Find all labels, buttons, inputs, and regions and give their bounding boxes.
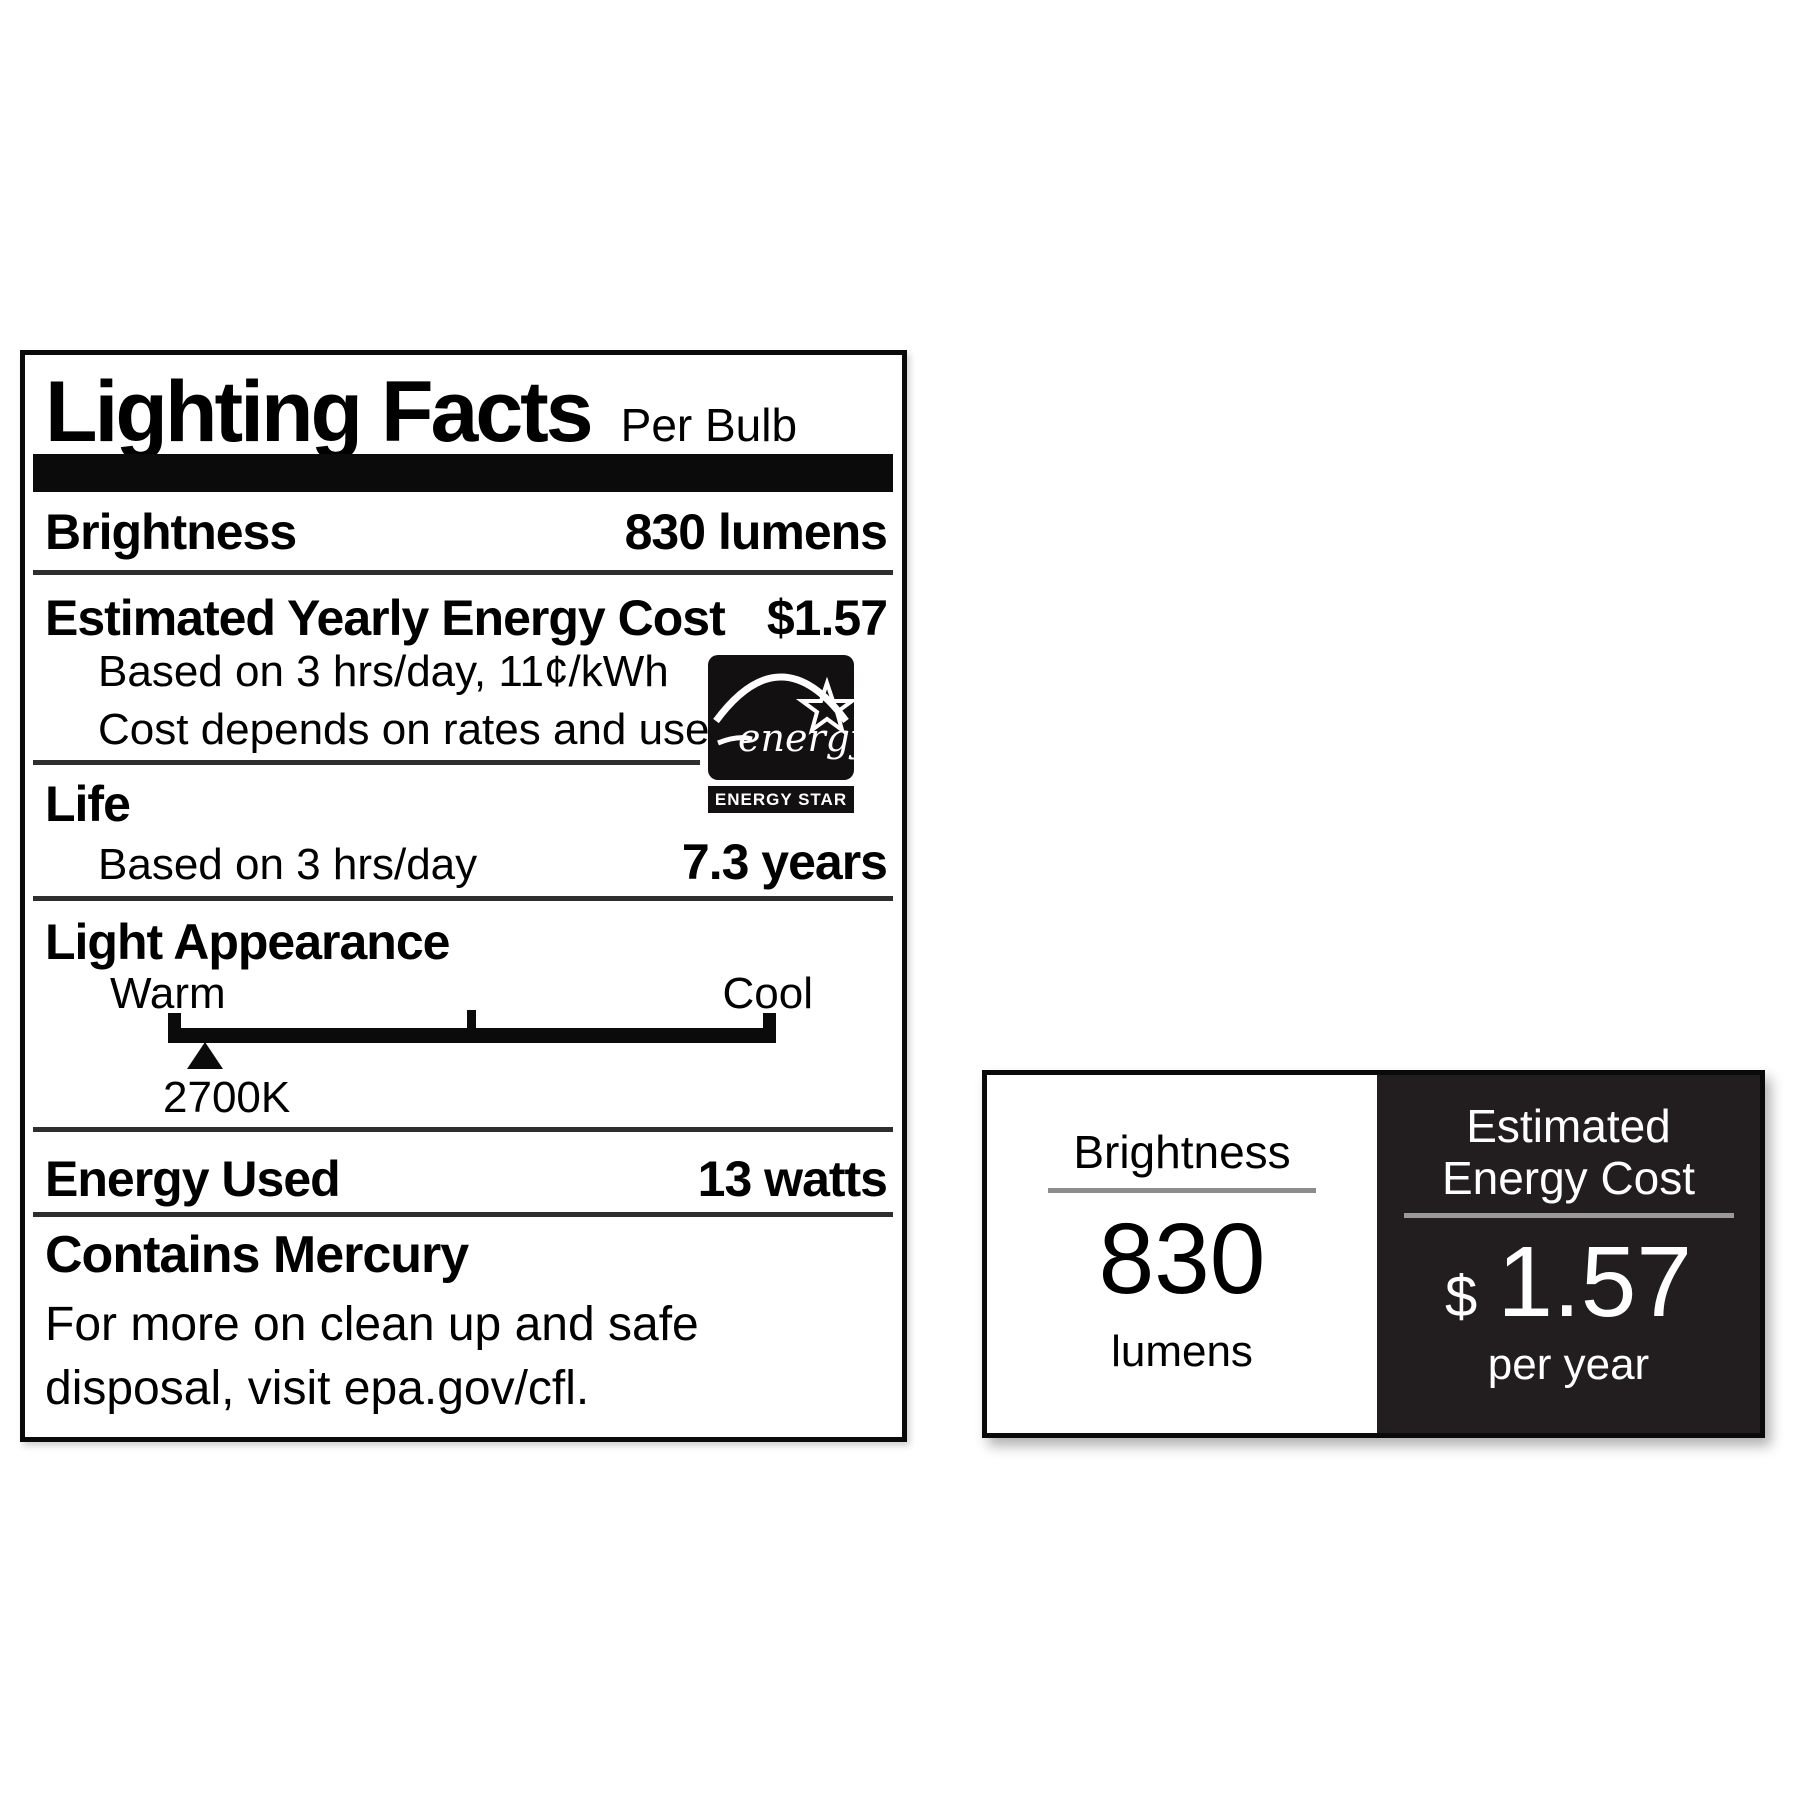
warm-label: Warm [110, 969, 226, 1018]
brightness-value: 830 lumens [624, 504, 888, 560]
life-row: Based on 3 hrs/day 7.3 years [98, 833, 888, 891]
divider [33, 1212, 893, 1217]
life-note: Based on 3 hrs/day [98, 840, 478, 889]
energy-star-arc [713, 673, 849, 724]
scale-bar [168, 1028, 776, 1043]
energy-used-value: 13 watts [697, 1151, 888, 1207]
divider [33, 896, 893, 901]
brightness-row: Brightness 830 lumens [45, 503, 888, 561]
badge-cost-value: 1.57 [1497, 1226, 1692, 1339]
energy-cost-depends-note: Cost depends on rates and use [98, 705, 710, 754]
badge-brightness-value: 830 [1098, 1202, 1266, 1315]
mercury-label: Contains Mercury [45, 1226, 469, 1284]
label-title-row: Lighting Facts Per Bulb [45, 363, 797, 462]
star-icon [795, 676, 854, 736]
lighting-facts-content: Lighting Facts Per Bulb Brightness 830 l… [25, 355, 902, 1437]
badge-brightness-panel: Brightness 830 lumens [987, 1075, 1377, 1433]
badge-cost-panel: Estimated Energy Cost $ 1.57 per year [1377, 1075, 1760, 1433]
badge-cost-unit: per year [1487, 1340, 1650, 1390]
energy-cost-row: Estimated Yearly Energy Cost $1.57 [45, 589, 888, 647]
energy-star-logo: energy ENERGY STAR [708, 655, 854, 813]
brightness-cost-badge: Brightness 830 lumens Estimated Energy C… [982, 1070, 1765, 1438]
color-temperature-value: 2700K [163, 1073, 291, 1122]
mercury-line1: For more on clean up and safe [45, 1298, 699, 1351]
cool-label: Cool [722, 969, 814, 1018]
energy-star-caption: ENERGY STAR [708, 786, 854, 813]
badge-cost-underline [1403, 1213, 1734, 1219]
energy-star-script: energy [738, 716, 854, 760]
badge-brightness-unit: lumens [1111, 1326, 1253, 1376]
badge-currency-sign: $ [1445, 1264, 1478, 1330]
energy-star-mark: energy [708, 655, 854, 780]
label-title: Lighting Facts [45, 364, 594, 460]
life-value: 7.3 years [681, 834, 888, 890]
scale-mid-tick [467, 1010, 476, 1030]
energy-star-graphic: energy [713, 673, 854, 760]
mercury-line2: disposal, visit epa.gov/cfl. [45, 1362, 590, 1415]
warm-cool-row: Warm Cool [110, 969, 813, 1019]
badge-cost-label-line1: Estimated [1466, 1100, 1671, 1152]
energy-star-flourish [717, 735, 753, 746]
energy-cost-value: $1.57 [766, 590, 888, 646]
lighting-facts-label: Lighting Facts Per Bulb Brightness 830 l… [20, 350, 907, 1442]
energy-cost-rate-note: Based on 3 hrs/day, 11¢/kWh [98, 647, 669, 696]
life-label: Life [45, 776, 131, 832]
divider [33, 570, 893, 575]
badge-cost-label-line2: Energy Cost [1441, 1151, 1696, 1204]
energy-used-label: Energy Used [45, 1151, 341, 1207]
badge-cost-value-row: $ 1.57 [1445, 1232, 1692, 1332]
brightness-label: Brightness [45, 504, 297, 560]
label-subtitle: Per Bulb [620, 399, 798, 451]
light-appearance-label: Light Appearance [45, 914, 450, 970]
energy-used-row: Energy Used 13 watts [45, 1150, 888, 1208]
divider [33, 1127, 893, 1132]
badge-brightness-label: Brightness [1073, 1126, 1291, 1178]
scale-marker-triangle-icon [187, 1042, 223, 1069]
badge-brightness-underline [1048, 1187, 1316, 1193]
energy-cost-label: Estimated Yearly Energy Cost [45, 590, 726, 646]
divider [33, 760, 700, 765]
title-divider-bar [33, 454, 893, 492]
